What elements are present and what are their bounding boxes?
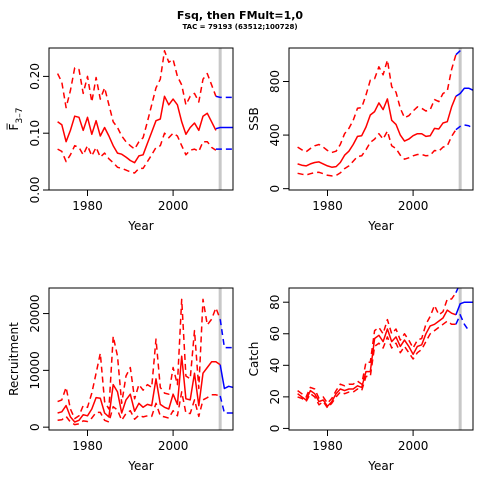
recruitment-series-projection-median xyxy=(219,364,233,390)
f-series-projection-upper xyxy=(215,95,233,99)
f-plot-frame xyxy=(48,47,234,191)
ssb-plot-frame xyxy=(288,47,474,191)
ssb-series-projection-upper xyxy=(455,48,463,56)
catch-x-axis-label: Year xyxy=(367,459,393,473)
f-series-historic-upper xyxy=(56,50,217,150)
recruitment-series-historic-lower xyxy=(57,391,221,426)
catch-y-axis-label: Catch xyxy=(247,342,261,377)
ssb-y-tick-label: 0 xyxy=(268,185,282,193)
recruitment-series-group xyxy=(57,298,233,426)
catch-y-tick-label: 40 xyxy=(268,358,282,373)
catch-series-projection-lower xyxy=(455,314,470,332)
recruitment-plot-frame xyxy=(48,287,234,431)
f-y-axis-label: F̅3–7 xyxy=(6,108,25,131)
ssb-x-axis-label: Year xyxy=(367,219,393,233)
catch-y-tick-label: 0 xyxy=(268,425,282,433)
ssb-series-historic-median xyxy=(297,95,457,168)
f-x-tick-label: 1980 xyxy=(72,199,103,213)
recruitment-series-projection-lower xyxy=(219,395,233,414)
f-y-axis-label-subscript: 3–7 xyxy=(15,108,25,124)
catch-y-tick-label: 20 xyxy=(268,389,282,404)
f-series-projection-median xyxy=(215,126,233,130)
ssb-series-historic-lower xyxy=(297,129,457,177)
f-y-tick-label: 0.20 xyxy=(28,63,42,90)
ssb-series-historic-upper xyxy=(297,54,457,154)
recruitment-y-tick-label: 0 xyxy=(28,423,42,431)
catch-series-historic-upper xyxy=(297,292,457,404)
recruitment-y-tick-label: 20000 xyxy=(28,294,42,332)
catch-series-historic-median xyxy=(297,309,457,408)
recruitment-x-tick-label: 2000 xyxy=(158,439,189,453)
recruitment-x-tick-label: 1980 xyxy=(72,439,103,453)
f-panel: 1980 2000 0.00 0.10 0.20 Year F̅3–7 xyxy=(6,47,234,233)
ssb-x-tick-label: 2000 xyxy=(398,199,429,213)
ssb-panel: 1980 2000 0 400 800 Year SSB xyxy=(247,47,474,233)
recruitment-y-axis-label: Recruitment xyxy=(7,322,21,396)
catch-x-tick-label: 2000 xyxy=(398,439,429,453)
recruitment-series-projection-upper xyxy=(219,319,233,349)
ssb-series-projection-median xyxy=(455,87,473,97)
catch-y-tick-label: 80 xyxy=(268,295,282,310)
recruitment-x-axis-label: Year xyxy=(127,459,153,473)
f-y-tick-label: 0.00 xyxy=(28,177,42,204)
catch-x-tick-label: 1980 xyxy=(312,439,343,453)
figure-subtitle: TAC = 79193 (63512;100728) xyxy=(182,23,298,31)
catch-plot-frame xyxy=(288,287,474,431)
f-y-tick-label: 0.10 xyxy=(28,120,42,147)
catch-series-historic-lower xyxy=(297,320,456,409)
ssb-series-projection-lower xyxy=(455,124,473,131)
recruitment-series-historic-upper xyxy=(57,298,221,420)
f-y-axis-label-main: F̅ xyxy=(6,123,21,131)
catch-series-projection-upper xyxy=(455,288,459,294)
f-series-historic-lower xyxy=(57,132,217,174)
figure-title: Fsq, then FMult=1,0 xyxy=(176,9,304,22)
catch-panel: 1980 2000 0 20 40 60 80 Year Catch xyxy=(247,287,474,473)
catch-series-projection-median xyxy=(455,301,473,316)
f-series-group xyxy=(56,50,233,174)
f-x-axis-label: Year xyxy=(127,219,153,233)
catch-series-group xyxy=(297,288,473,409)
ssb-series-group xyxy=(297,48,473,177)
ssb-y-tick-label: 800 xyxy=(268,70,282,93)
ssb-y-tick-label: 400 xyxy=(268,124,282,147)
f-series-historic-median xyxy=(57,95,217,164)
catch-y-tick-label: 60 xyxy=(268,326,282,341)
ssb-x-tick-label: 1980 xyxy=(312,199,343,213)
f-x-tick-label: 2000 xyxy=(158,199,189,213)
ssb-y-axis-label: SSB xyxy=(247,107,261,130)
recruitment-y-tick-label: 10000 xyxy=(28,351,42,389)
recruitment-series-historic-median xyxy=(57,355,221,423)
